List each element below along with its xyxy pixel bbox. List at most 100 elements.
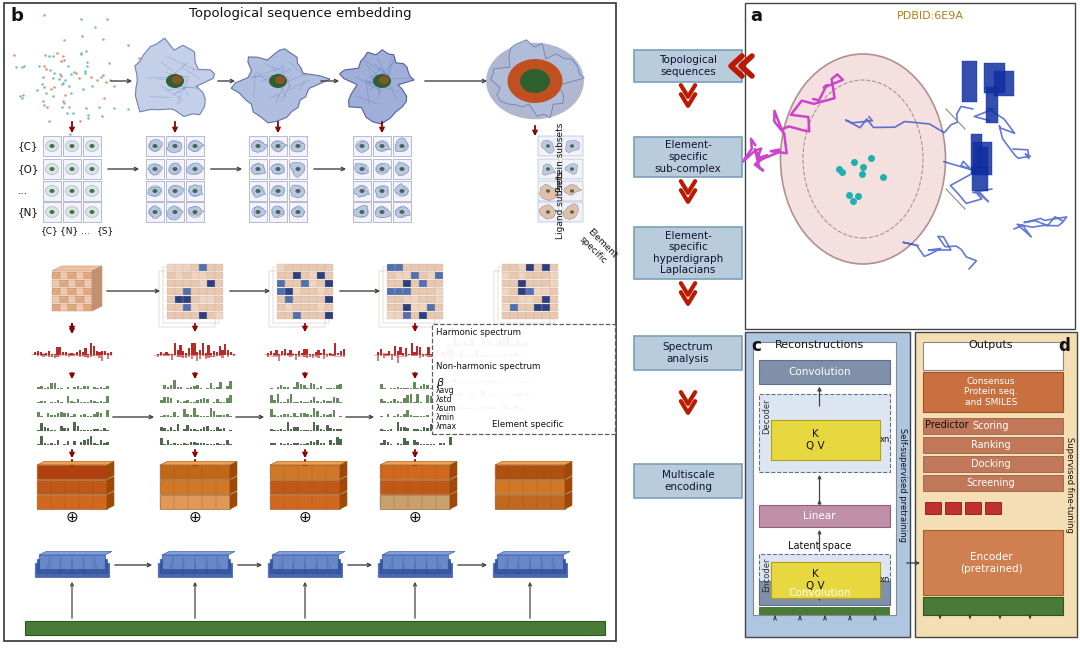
Bar [395, 279, 403, 287]
Bar [289, 430, 293, 431]
Bar [269, 271, 325, 327]
Bar [486, 355, 490, 357]
Text: λavg: λavg [436, 386, 455, 395]
Bar [86, 430, 89, 431]
Polygon shape [188, 140, 204, 152]
Bar [332, 355, 334, 356]
Bar [160, 480, 230, 494]
Bar [37, 402, 40, 403]
Bar [526, 312, 534, 319]
Bar [90, 400, 92, 403]
Bar [293, 287, 300, 295]
Ellipse shape [85, 206, 98, 217]
Bar [286, 399, 289, 403]
Bar [387, 279, 394, 287]
Bar [43, 428, 46, 431]
Bar [634, 137, 742, 177]
Bar [199, 279, 206, 287]
Bar [102, 355, 104, 361]
Bar [538, 202, 559, 222]
Bar [70, 401, 72, 403]
Bar [167, 304, 175, 311]
Ellipse shape [69, 189, 75, 193]
Bar [403, 279, 410, 287]
Bar [423, 384, 426, 389]
Bar [971, 134, 982, 174]
Bar [519, 391, 523, 396]
Bar [188, 347, 190, 355]
Bar [427, 415, 429, 417]
Bar [281, 351, 283, 355]
Bar [400, 402, 402, 403]
Bar [226, 398, 229, 403]
Ellipse shape [296, 144, 300, 148]
Ellipse shape [355, 163, 368, 175]
Bar [43, 443, 46, 445]
Bar [295, 355, 297, 360]
Bar [924, 502, 941, 514]
Bar [162, 555, 228, 569]
Bar [298, 355, 300, 357]
Bar [80, 430, 82, 431]
Bar [293, 304, 300, 311]
Text: xn: xn [880, 575, 890, 585]
Bar [400, 426, 402, 431]
Bar [534, 279, 541, 287]
Bar [163, 354, 165, 355]
Bar [323, 400, 325, 403]
Bar [300, 401, 302, 403]
Bar [446, 430, 448, 431]
Bar [301, 279, 309, 287]
Bar [35, 563, 109, 577]
Bar [923, 418, 1063, 434]
Bar [68, 272, 76, 279]
Bar [197, 399, 199, 403]
Ellipse shape [395, 185, 408, 196]
Bar [187, 388, 189, 389]
Bar [316, 388, 319, 389]
Bar [45, 355, 48, 356]
Bar [430, 388, 432, 389]
Bar [332, 354, 334, 355]
Bar [542, 287, 550, 295]
Bar [207, 345, 210, 355]
Bar [184, 429, 186, 431]
Bar [380, 495, 450, 509]
Bar [318, 304, 324, 311]
Bar [289, 136, 307, 156]
Text: {C}: {C} [41, 226, 59, 235]
Bar [419, 304, 427, 311]
Bar [67, 387, 69, 389]
Bar [550, 304, 557, 311]
Bar [449, 437, 451, 445]
Ellipse shape [50, 210, 54, 214]
Bar [159, 271, 215, 327]
Bar [232, 355, 234, 356]
Polygon shape [271, 141, 287, 152]
Bar [286, 422, 289, 431]
Bar [416, 394, 419, 403]
Bar [80, 402, 82, 403]
Bar [416, 388, 419, 389]
Bar [82, 355, 84, 357]
Bar [353, 181, 372, 201]
Polygon shape [272, 552, 345, 555]
Bar [508, 408, 512, 409]
Bar [68, 295, 76, 303]
Bar [470, 382, 473, 383]
Ellipse shape [252, 185, 265, 196]
Bar [193, 386, 195, 389]
Ellipse shape [296, 210, 300, 214]
Bar [184, 401, 186, 403]
Polygon shape [166, 206, 184, 220]
Bar [538, 159, 559, 179]
Bar [56, 355, 58, 357]
Bar [436, 355, 438, 357]
Bar [420, 430, 422, 431]
Bar [84, 355, 86, 357]
Bar [39, 555, 105, 569]
Bar [495, 559, 565, 573]
Bar [160, 465, 230, 479]
Bar [293, 443, 296, 445]
Polygon shape [539, 184, 557, 200]
